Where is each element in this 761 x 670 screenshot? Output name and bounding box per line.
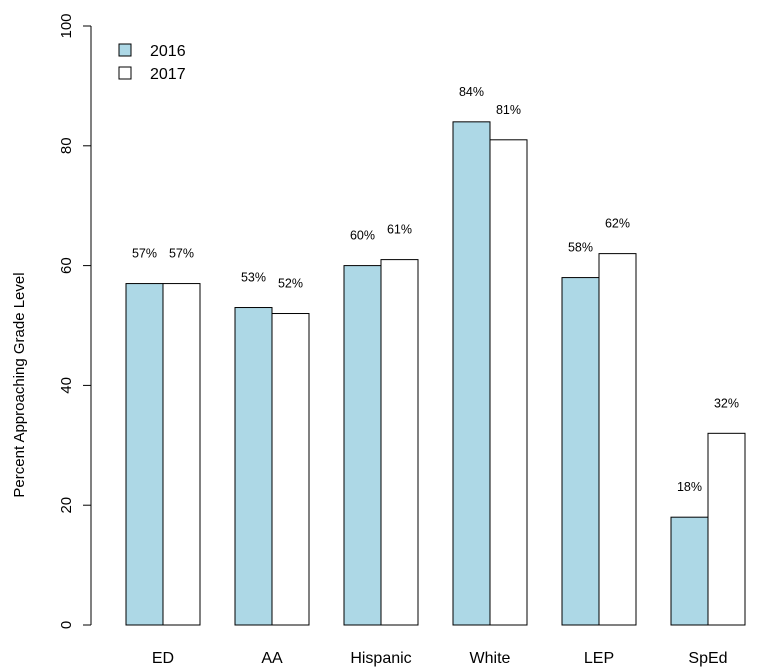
legend-entry: 2016: [150, 43, 186, 60]
data-label: 53%: [241, 271, 266, 285]
category-label: White: [470, 650, 511, 667]
data-label: 52%: [278, 277, 303, 291]
bar-ed-2017: [162, 283, 201, 626]
bar-white-2017: [489, 139, 528, 626]
legend-swatch-2017: [118, 66, 132, 80]
legend: 2016 2017: [118, 43, 186, 83]
bar-lep-2017: [598, 253, 637, 626]
y-tick-label: 40: [58, 377, 75, 394]
data-label: 18%: [677, 480, 702, 494]
data-label: 84%: [459, 85, 484, 99]
bar-ed-2016: [125, 283, 164, 626]
data-labels: 57% 57% 53% 52% 60% 61% 84% 81% 58% 62% 18% 32%: [132, 85, 739, 494]
y-tick-label: 0: [58, 621, 75, 629]
y-tick-label: 60: [58, 257, 75, 274]
category-label: AA: [261, 650, 283, 667]
y-axis: 0 20 40 60 80 100: [58, 13, 92, 629]
y-tick-label: 80: [58, 137, 75, 154]
data-label: 32%: [714, 396, 739, 410]
data-label: 81%: [496, 103, 521, 117]
x-axis-labels: ED AA Hispanic White LEP SpEd: [152, 650, 728, 667]
y-tick-label: 100: [58, 13, 75, 38]
category-label: Hispanic: [350, 650, 411, 667]
bar-aa-2016: [234, 307, 273, 626]
legend-swatch-2016: [118, 43, 132, 57]
bar-aa-2017: [271, 313, 310, 626]
legend-entry: 2017: [150, 66, 186, 83]
category-label: ED: [152, 650, 174, 667]
data-label: 57%: [169, 247, 194, 261]
category-label: LEP: [584, 650, 614, 667]
data-label: 61%: [387, 223, 412, 237]
bar-sped-2017: [707, 432, 746, 626]
bar-sped-2016: [670, 516, 709, 626]
y-axis-label: Percent Approaching Grade Level: [11, 272, 28, 497]
data-label: 62%: [605, 217, 630, 231]
bars: [125, 121, 746, 626]
data-label: 60%: [350, 229, 375, 243]
y-tick-label: 20: [58, 497, 75, 514]
bar-hispanic-2017: [380, 259, 419, 626]
category-label: SpEd: [688, 650, 727, 667]
data-label: 57%: [132, 247, 157, 261]
bar-lep-2016: [561, 277, 600, 626]
bar-white-2016: [452, 121, 491, 626]
data-label: 58%: [568, 241, 593, 255]
bar-hispanic-2016: [343, 265, 382, 626]
